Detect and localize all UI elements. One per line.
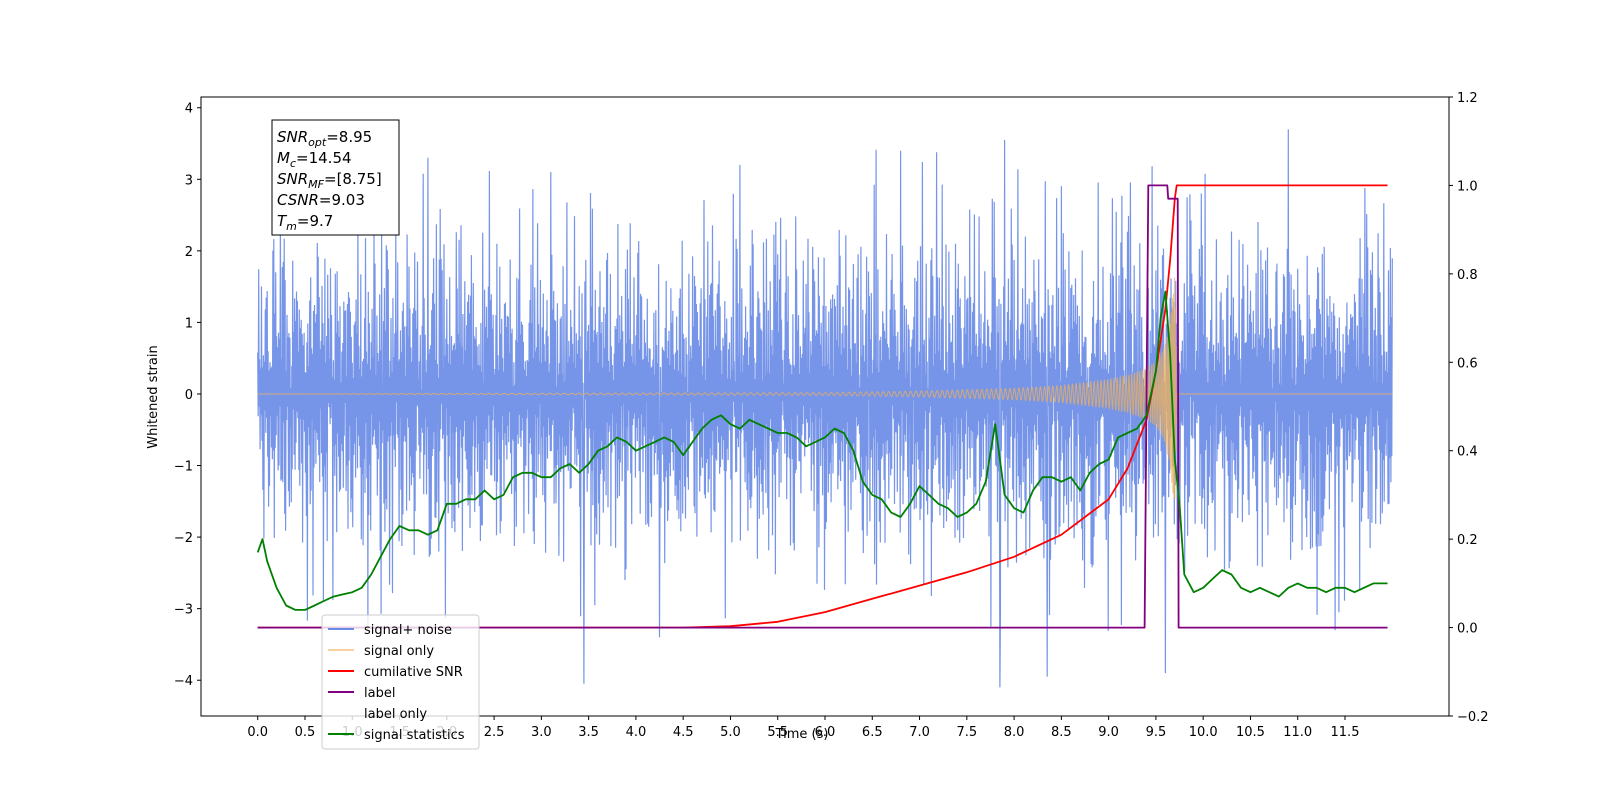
legend-label: cumilative SNR	[364, 665, 463, 680]
x-tick-label: 6.5	[862, 725, 883, 740]
x-tick-label: 9.0	[1098, 725, 1119, 740]
y2-tick-label: 0.4	[1457, 445, 1478, 460]
series-group	[256, 129, 1393, 688]
annotation-frame	[271, 119, 400, 236]
legend-label: label only	[364, 707, 427, 722]
x-tick-label: 9.5	[1146, 725, 1167, 740]
series-label	[257, 184, 1388, 629]
x-tick-label: 3.0	[531, 725, 552, 740]
y-tick-label: −1	[174, 460, 193, 475]
x-tick-label: 7.5	[956, 725, 977, 740]
legend-frame	[321, 614, 480, 750]
legend-label: signal statistics	[364, 728, 465, 743]
legend: signal+ noise signal only cumilative SNR la…	[321, 614, 480, 750]
y-axis-left: −4 −3 −2 −1 0 1 2 3 4	[174, 102, 201, 689]
legend-label: signal only	[364, 644, 434, 659]
x-tick-label: 3.5	[578, 725, 599, 740]
y-tick-label: 0	[185, 388, 193, 403]
x-tick-label: 5.5	[767, 725, 788, 740]
annotation-line: SNRopt=8.95	[277, 128, 372, 149]
x-tick-label: 2.5	[484, 725, 505, 740]
y-tick-label: 1	[185, 316, 193, 331]
x-tick-label: 8.0	[1004, 725, 1025, 740]
y-tick-label: −2	[174, 531, 193, 546]
plot-area	[256, 129, 1393, 688]
y-axis-label: Whitened strain	[146, 345, 161, 448]
x-tick-label: 11.5	[1331, 725, 1360, 740]
y-axis-right: −0.2 0.0 0.2 0.4 0.6 0.8 1.0 1.2	[1449, 91, 1489, 725]
x-tick-label: 5.0	[720, 725, 741, 740]
y-tick-label: 4	[185, 102, 193, 117]
x-axis-label: Time (s)	[775, 727, 829, 742]
y2-tick-label: 0.8	[1457, 268, 1478, 283]
y2-tick-label: 1.0	[1457, 179, 1478, 194]
legend-label: signal+ noise	[364, 623, 452, 638]
annotation-line: Tm=9.7	[277, 212, 333, 233]
x-tick-label: 8.5	[1051, 725, 1072, 740]
legend-label: label	[364, 686, 395, 701]
y-tick-label: 2	[185, 245, 193, 260]
x-tick-label: 10.5	[1236, 725, 1265, 740]
y2-tick-label: 1.2	[1457, 91, 1478, 106]
series-signal-plus-noise	[257, 129, 1393, 688]
series-cumulative-snr	[257, 184, 1388, 629]
x-tick-label: 4.0	[626, 725, 647, 740]
annotation-line: SNRMF=[8.75]	[277, 170, 382, 191]
x-tick-label: 0.5	[295, 725, 316, 740]
annotation-box: SNRopt=8.95Mc=14.54SNRMF=[8.75]CSNR=9.03…	[271, 119, 400, 236]
y2-tick-label: 0.2	[1457, 533, 1478, 548]
series-signal-only	[257, 277, 1393, 499]
y2-tick-label: 0.0	[1457, 622, 1478, 637]
x-tick-label: 4.5	[673, 725, 694, 740]
x-axis: 0.00.51.01.52.02.53.03.54.04.55.05.56.06…	[247, 716, 1359, 740]
x-tick-label: 0.0	[247, 725, 268, 740]
y-tick-label: −3	[174, 603, 193, 618]
y-tick-label: 3	[185, 173, 193, 188]
x-tick-label: 11.0	[1283, 725, 1312, 740]
series-signal-statistics	[256, 290, 1388, 611]
x-tick-label: 7.0	[909, 725, 930, 740]
x-tick-label: 6.0	[815, 725, 836, 740]
y2-tick-label: 0.6	[1457, 356, 1478, 371]
annotation-line: CSNR=9.03	[277, 191, 365, 209]
x-tick-label: 10.0	[1189, 725, 1218, 740]
annotation-line: Mc=14.54	[277, 149, 352, 170]
y-tick-label: −4	[174, 674, 193, 689]
y2-tick-label: −0.2	[1457, 710, 1489, 725]
